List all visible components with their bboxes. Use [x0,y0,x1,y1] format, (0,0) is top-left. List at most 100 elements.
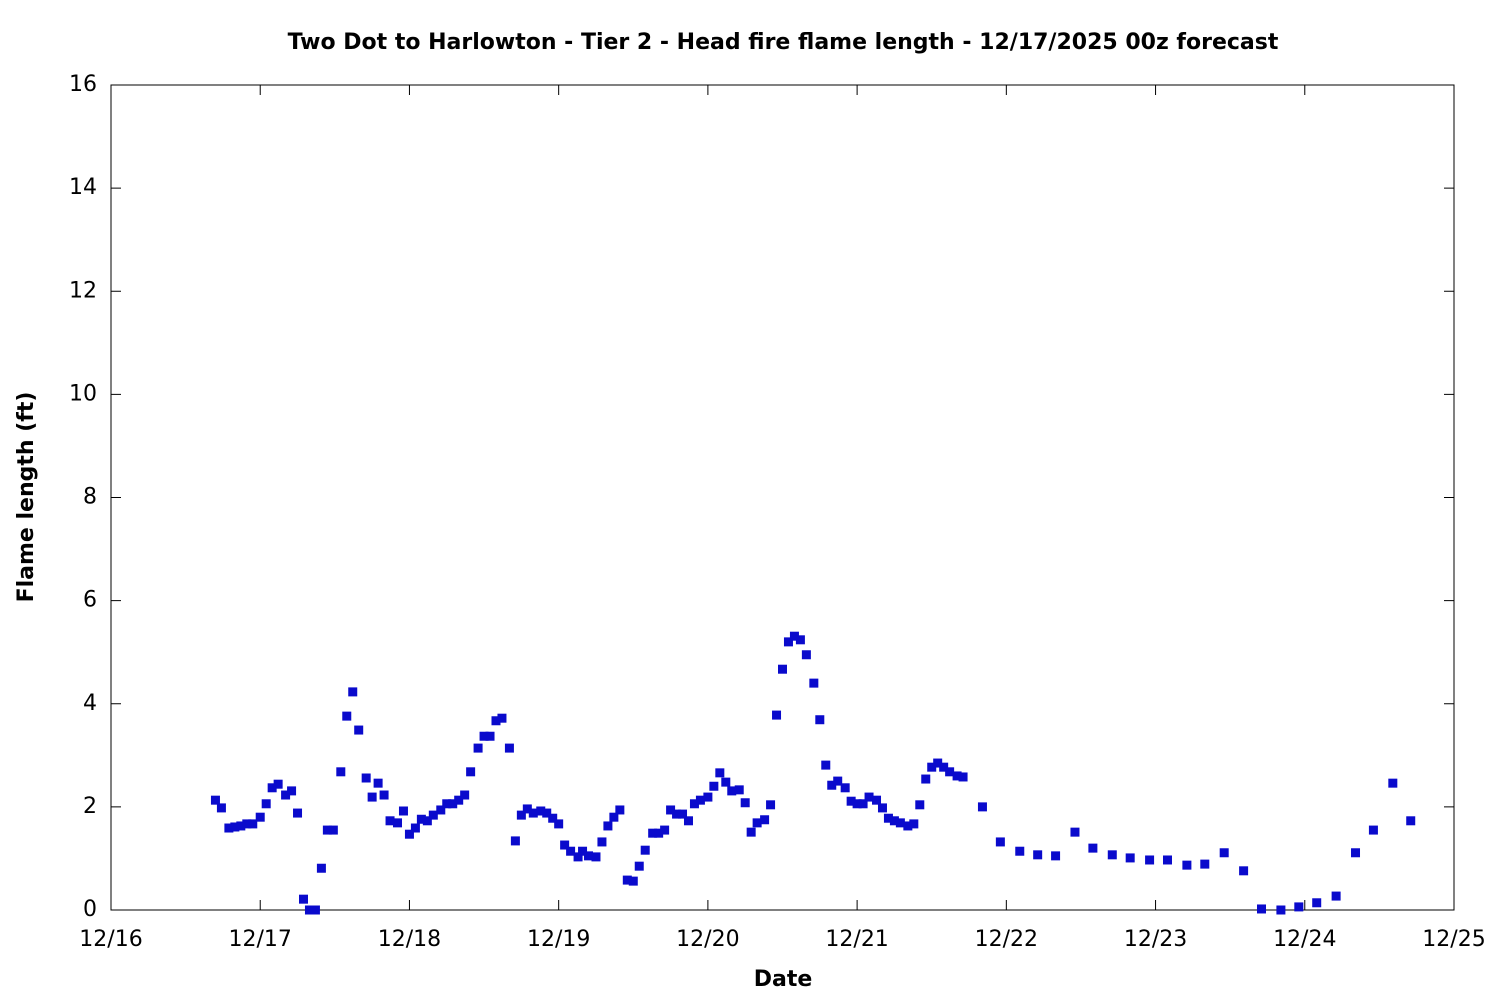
point [772,710,782,720]
point [903,821,913,831]
point [678,809,688,819]
point [939,762,949,772]
plot-frame [110,84,1455,911]
point [322,825,332,835]
point [846,796,856,806]
point [752,818,762,828]
chart-title: Two Dot to Harlowton - Tier 2 - Head fir… [288,30,1279,55]
y-tick-label: 12 [69,278,97,303]
point [1294,902,1304,912]
point [422,816,432,826]
point [281,790,291,800]
y-tick-label: 16 [69,72,97,97]
point [560,840,570,850]
point [603,821,613,831]
point [715,768,725,778]
point [872,795,882,805]
point [448,799,458,809]
point [895,818,905,828]
x-tick-label: 12/24 [1273,927,1336,952]
point [410,823,420,833]
x-tick-label: 12/25 [1422,927,1485,952]
point [815,715,825,725]
point [310,905,320,915]
point [721,777,731,787]
x-tick-label: 12/22 [975,927,1038,952]
x-tick-label: 12/19 [527,927,590,952]
point [591,852,601,862]
point [287,786,297,796]
point [578,846,588,856]
point [367,792,377,802]
point [566,846,576,856]
point [361,773,371,783]
point [683,816,693,826]
point [454,795,464,805]
y-tick-label: 14 [69,175,97,200]
point [789,631,799,641]
point [1351,848,1361,858]
point [261,799,271,809]
point [609,812,619,822]
point [648,828,658,838]
y-tick-label: 8 [83,485,97,510]
point [428,810,438,820]
x-tick-label: 12/21 [825,927,888,952]
y-tick-label: 10 [69,381,97,406]
point [528,808,538,818]
point [328,825,338,835]
point [398,806,408,816]
point [1145,855,1155,865]
point [336,767,346,777]
point [634,861,644,871]
point [921,774,931,784]
point [1200,859,1210,869]
point [801,650,811,660]
point [597,837,607,847]
point [554,819,564,829]
point [224,823,234,833]
point [909,819,919,829]
x-tick-label: 12/17 [229,927,292,952]
point [703,792,713,802]
point [889,816,899,826]
point [995,837,1005,847]
point [1107,850,1117,860]
point [304,905,314,915]
point [778,664,787,674]
point [734,785,744,795]
point [504,743,514,753]
point [727,786,737,796]
point [393,818,403,828]
point [542,808,552,818]
point [466,767,476,777]
point [766,800,776,810]
point [1219,848,1229,858]
point [485,731,495,741]
point [1070,827,1080,837]
point [977,802,987,812]
point [248,819,258,829]
point [858,799,868,809]
point [783,637,793,647]
point [689,799,699,809]
point [809,678,819,688]
point [945,767,955,777]
point [883,813,893,823]
point [354,725,364,735]
y-tick-label: 0 [83,897,97,922]
point [833,776,843,786]
point [548,813,558,823]
point [1239,866,1249,876]
point [516,810,526,820]
y-tick-label: 2 [83,794,97,819]
point [760,815,770,825]
point [473,743,483,753]
point [864,792,874,802]
point [840,783,850,793]
point [316,863,326,873]
y-axis-label: Flame length (ft) [14,392,39,603]
x-tick-label: 12/20 [676,927,739,952]
point [479,731,489,741]
point [821,760,831,770]
